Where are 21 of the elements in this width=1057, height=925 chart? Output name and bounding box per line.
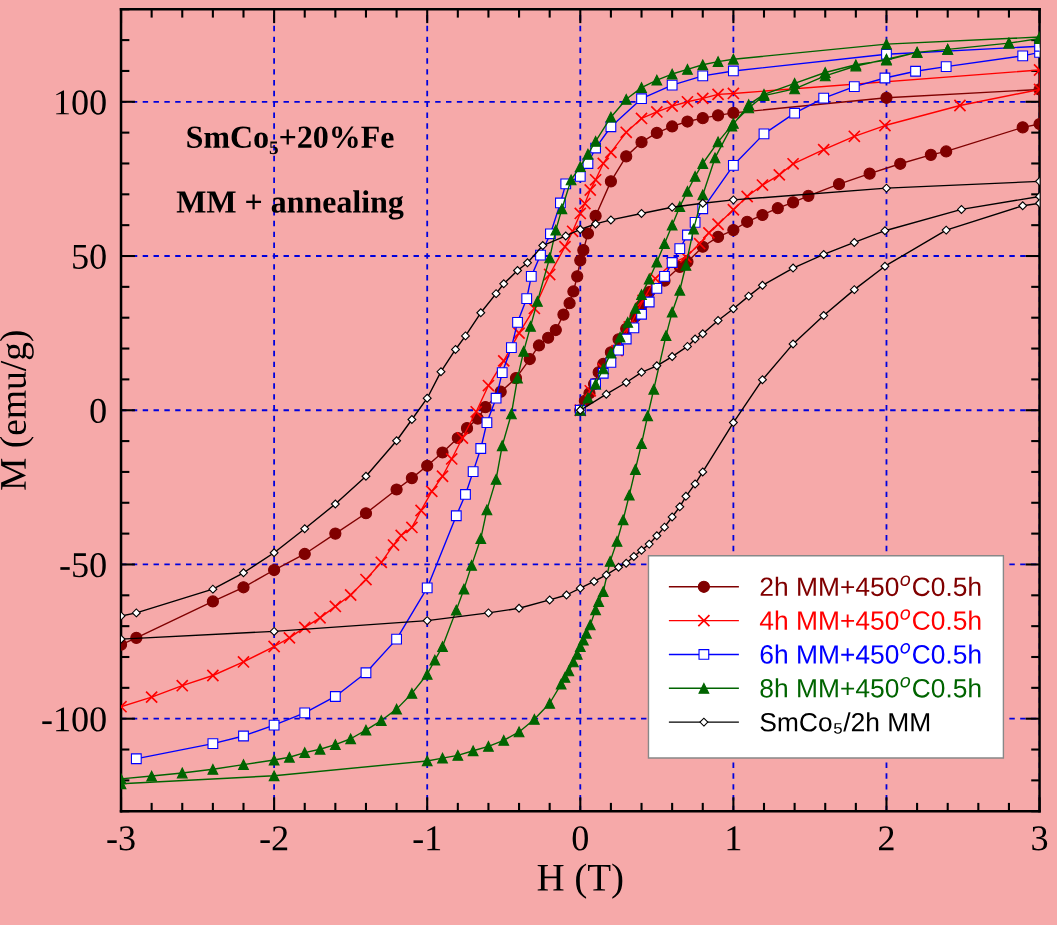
y-tick-label: -100	[42, 707, 106, 732]
x-tick-label: -3	[107, 826, 135, 851]
x-tick-label: -1	[413, 826, 441, 851]
x-tick-label: 2	[879, 826, 894, 851]
legend-label: 6h MM+450$^{o}$C0.5h	[760, 643, 981, 664]
y-tick-label: 0	[90, 398, 106, 424]
x-axis-title: H (T)	[537, 863, 623, 899]
x-tick-label: 0	[572, 826, 588, 851]
y-tick-label: 50	[73, 244, 106, 269]
y-tick-label: 100	[56, 90, 106, 115]
y-tick-label: -50	[60, 552, 106, 578]
annotation: SmCo₅+20%Fe	[187, 126, 394, 155]
legend-label: 8h MM+450$^{o}$C0.5h	[760, 676, 981, 698]
annotation: MM + annealing	[176, 190, 404, 220]
legend-label: 4h MM+450$^{o}$C0.5h	[759, 609, 981, 630]
x-tick-label: -2	[260, 826, 288, 851]
legend-label: SmCo₅/2h MM	[760, 712, 930, 734]
y-axis-title: M (emu/g)	[0, 331, 34, 490]
x-tick-label: 3	[1032, 826, 1048, 851]
legend-label: 2h MM+450$^{o}$C0.5h	[760, 575, 981, 597]
x-tick-label: 1	[727, 826, 741, 851]
